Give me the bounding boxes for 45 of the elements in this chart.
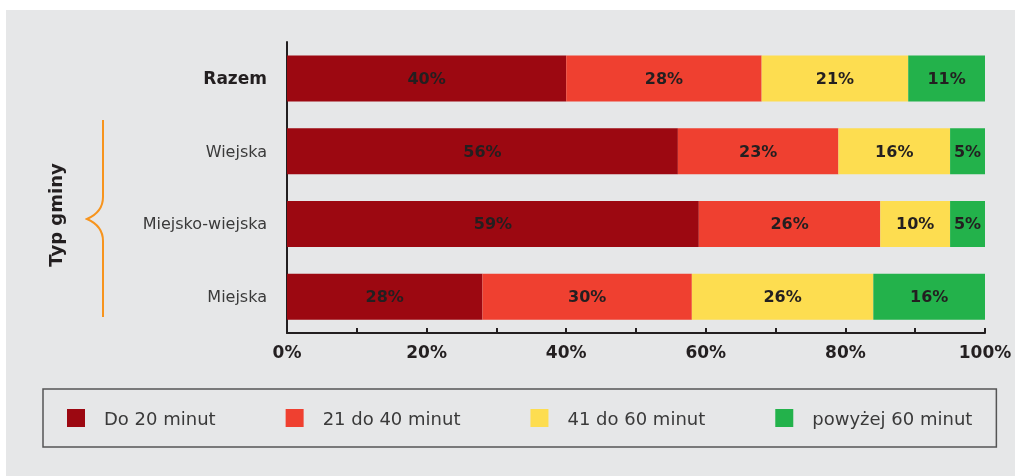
data-label: 21% <box>815 68 855 88</box>
bar <box>880 200 951 247</box>
bar <box>287 273 483 320</box>
data-label: 5% <box>953 141 982 161</box>
legend-label: 41 do 60 minut <box>567 407 706 429</box>
bar <box>691 273 874 320</box>
data-label: 26% <box>763 287 802 307</box>
bar <box>698 200 881 247</box>
y-axis-title: Typ gminy <box>44 163 66 267</box>
legend-label: Do 20 minut <box>104 407 216 429</box>
data-label: 30% <box>567 287 607 307</box>
data-label: 28% <box>644 68 684 88</box>
data-label: 16% <box>910 287 949 307</box>
data-label: 11% <box>927 68 966 88</box>
data-label: 40% <box>407 68 446 88</box>
bar <box>908 55 985 102</box>
legend-label: powyżej 60 minut <box>812 407 973 429</box>
data-label: 10% <box>896 214 935 234</box>
bar <box>482 273 692 320</box>
data-label: 28% <box>365 287 404 307</box>
bar <box>838 128 951 175</box>
data-label: 26% <box>770 214 809 234</box>
y-tick-label: Miejska <box>207 287 267 307</box>
bar <box>761 55 909 102</box>
data-label: 59% <box>473 214 513 234</box>
y-tick-label: Razem <box>203 68 267 89</box>
y-tick-label: Wiejska <box>205 141 267 161</box>
legend-label: 21 do 40 minut <box>322 407 461 429</box>
bar <box>677 128 839 175</box>
y-tick-label: Miejsko-wiejska <box>142 214 267 234</box>
x-tick-label: 80% <box>825 341 866 362</box>
x-tick-label: 40% <box>545 341 587 362</box>
x-tick-label: 20% <box>406 341 447 362</box>
data-label: 56% <box>463 141 502 161</box>
data-label: 16% <box>875 141 914 161</box>
bar <box>287 128 678 175</box>
bar <box>873 273 985 320</box>
bar <box>287 200 699 247</box>
data-label: 5% <box>953 214 982 234</box>
data-label: 23% <box>739 141 778 161</box>
bar <box>287 55 567 102</box>
x-tick-label: 100% <box>958 341 1012 362</box>
x-tick-label: 0% <box>272 341 302 362</box>
bar <box>566 55 762 102</box>
x-tick-label: 60% <box>685 341 727 362</box>
